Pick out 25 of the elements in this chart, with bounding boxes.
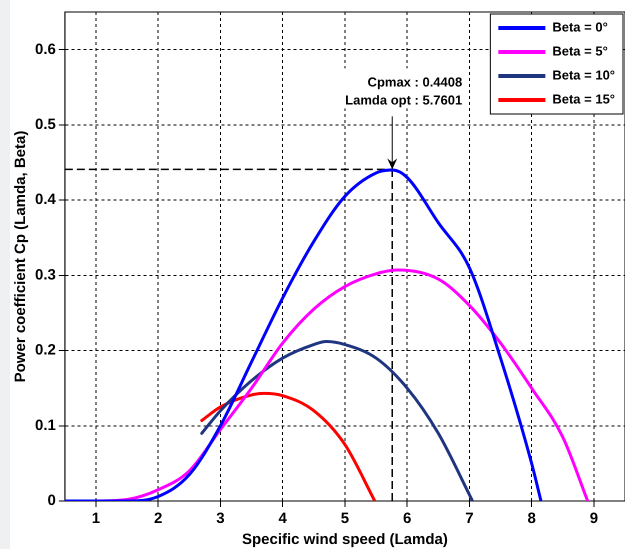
x-axis-title: Specific wind speed (Lamda) (242, 531, 448, 548)
x-tick-label: 3 (216, 510, 225, 528)
x-tick-label: 9 (590, 510, 598, 528)
y-tick-label: 0.3 (34, 266, 56, 284)
legend-label: Beta = 10° (552, 68, 616, 83)
x-tick-label: 4 (278, 510, 288, 528)
y-tick-label: 0.6 (34, 40, 56, 58)
x-tick-label: 1 (92, 510, 100, 528)
legend-label: Beta = 5° (552, 44, 608, 59)
x-tick-label: 5 (340, 510, 350, 528)
x-tick-label: 7 (465, 510, 474, 528)
y-tick-label: 0.2 (34, 342, 56, 359)
line-series (200, 392, 376, 501)
x-tick-label: 8 (527, 510, 536, 528)
legend-label: Beta = 0° (552, 20, 608, 35)
y-tick-label: 0.5 (34, 116, 56, 133)
y-tick-label: 0.4 (34, 191, 56, 208)
y-tick-label: 0.1 (34, 416, 56, 434)
annotation: Cpmax : 0.4408 Lamda opt : 5.7601 (345, 74, 462, 108)
legend-label: Beta = 15° (552, 92, 616, 107)
line-series (200, 340, 474, 501)
x-tick-label: 6 (402, 510, 412, 528)
x-tick-label: 2 (154, 510, 162, 528)
y-tick-label: 0 (48, 492, 56, 510)
y-axis-title: Power coefficient Cp (Lamda, Beta) (12, 130, 30, 382)
